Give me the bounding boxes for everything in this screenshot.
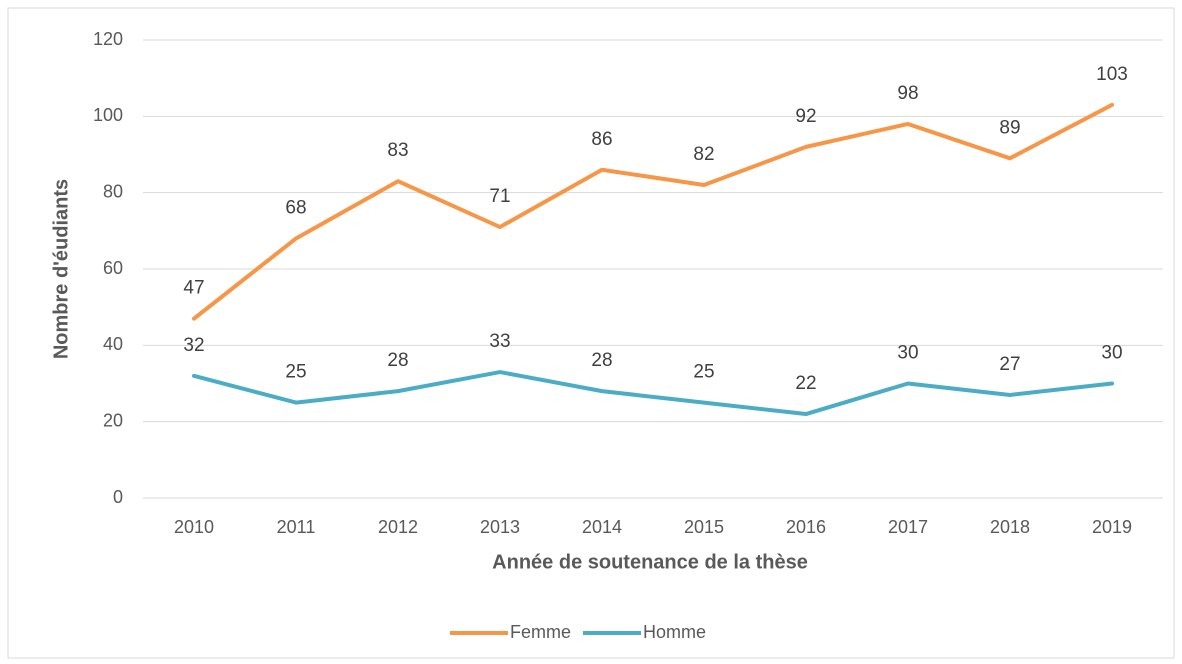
data-label: 103	[1096, 64, 1128, 85]
data-label: 27	[999, 354, 1020, 375]
legend-label: Femme	[510, 622, 571, 642]
y-tick-label: 60	[103, 258, 123, 278]
data-label: 83	[387, 140, 408, 161]
x-tick-label: 2012	[378, 517, 418, 537]
y-tick-label: 20	[103, 410, 123, 430]
data-label: 92	[795, 106, 816, 127]
x-tick-label: 2010	[174, 517, 214, 537]
y-tick-label: 40	[103, 334, 123, 354]
series-line	[192, 370, 1114, 417]
data-label: 25	[693, 362, 714, 383]
data-label: 32	[183, 335, 204, 356]
data-label: 28	[591, 350, 612, 371]
y-axis-title: Nombre d'éudiants	[50, 179, 72, 359]
data-label: 47	[183, 278, 204, 299]
x-tick-label: 2011	[277, 517, 316, 537]
data-label: 71	[489, 186, 510, 207]
series-line	[192, 102, 1114, 321]
data-label: 33	[489, 331, 510, 352]
y-tick-label: 0	[113, 487, 123, 507]
data-label: 89	[999, 117, 1020, 138]
legend-label: Homme	[643, 622, 706, 642]
x-tick-label: 2019	[1092, 517, 1132, 537]
y-tick-label: 120	[93, 29, 123, 49]
y-tick-label: 80	[103, 181, 123, 201]
data-label: 68	[285, 197, 306, 218]
data-label: 30	[1101, 343, 1122, 364]
x-tick-label: 2016	[786, 517, 826, 537]
x-tick-label: 2017	[888, 517, 928, 537]
x-tick-label: 2018	[990, 517, 1030, 537]
data-label: 98	[897, 83, 918, 104]
data-label: 86	[591, 129, 612, 150]
data-label: 25	[285, 362, 306, 383]
x-axis-title: Année de soutenance de la thèse	[492, 551, 808, 573]
data-label: 30	[897, 343, 918, 364]
data-label: 82	[693, 144, 714, 165]
data-label: 22	[795, 373, 816, 394]
data-label: 28	[387, 350, 408, 371]
y-tick-label: 100	[93, 105, 123, 125]
x-tick-label: 2015	[684, 517, 724, 537]
x-tick-label: 2013	[480, 517, 520, 537]
x-tick-label: 2014	[582, 517, 622, 537]
